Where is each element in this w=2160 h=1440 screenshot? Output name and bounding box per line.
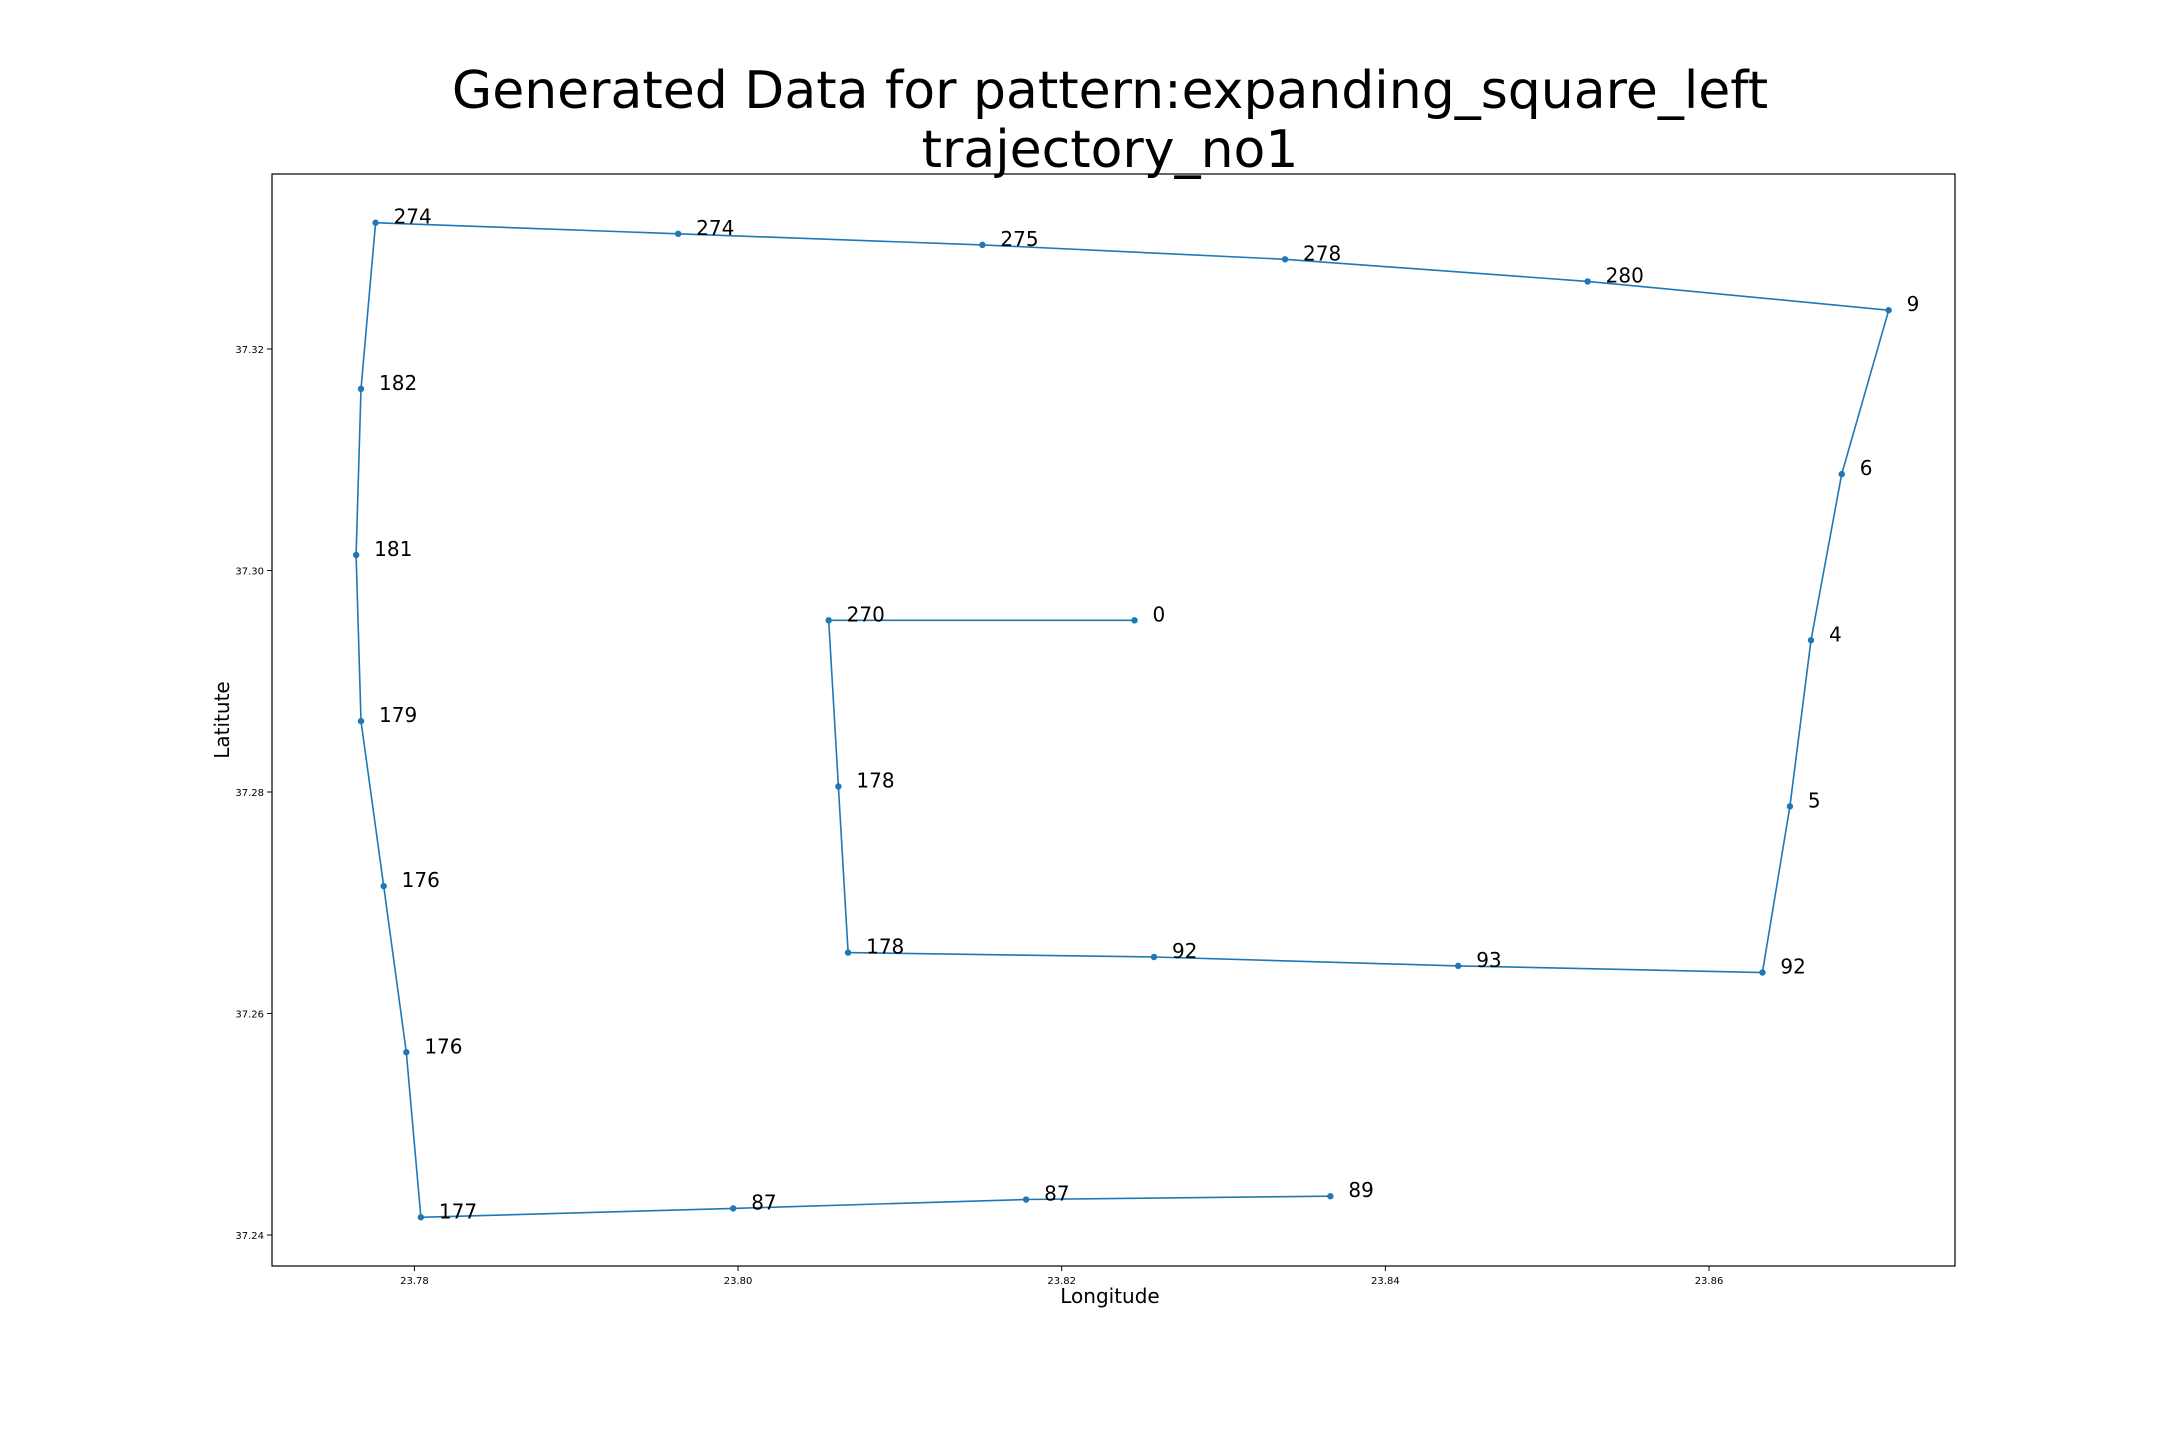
- trajectory-point-label: 87: [751, 1190, 776, 1214]
- trajectory-point-label: 274: [696, 216, 734, 240]
- trajectory-point-label: 178: [866, 935, 904, 959]
- y-axis-ticks: 37.24 37.26 37.28 37.30 37.32: [235, 345, 272, 1242]
- trajectory-point: [403, 1049, 410, 1056]
- trajectory-points: [352, 219, 1892, 1221]
- trajectory-point-label: 181: [374, 537, 412, 561]
- trajectory-point: [357, 385, 365, 393]
- trajectory-point: [825, 617, 832, 624]
- trajectory-point-label: 177: [439, 1199, 477, 1223]
- trajectory-point: [1786, 803, 1794, 810]
- trajectory-point: [1281, 256, 1289, 263]
- trajectory-point: [417, 1214, 425, 1221]
- trajectory-point: [1584, 278, 1591, 285]
- trajectory-point-label: 280: [1606, 263, 1644, 287]
- trajectory-point-label: 176: [424, 1034, 462, 1058]
- trajectory-point: [1838, 470, 1845, 478]
- trajectory-point-label: 179: [379, 703, 417, 727]
- trajectory-point-label: 6: [1860, 456, 1873, 480]
- trajectory-point-label: 9: [1907, 292, 1920, 316]
- trajectory-point: [674, 230, 682, 238]
- trajectory-point-label: 4: [1829, 622, 1842, 646]
- chart-title-line1: Generated Data for pattern:expanding_squ…: [452, 61, 1768, 121]
- trajectory-point-label: 274: [394, 205, 432, 229]
- trajectory-point-label: 0: [1153, 602, 1166, 626]
- trajectory-point-label: 93: [1476, 948, 1501, 972]
- x-axis-ticks: 23.78 23.80 23.82 23.84 23.86: [400, 1266, 1723, 1287]
- y-tick-label: 37.24: [235, 1231, 264, 1242]
- trajectory-point: [352, 551, 360, 559]
- y-tick-label: 37.32: [235, 345, 264, 356]
- x-tick-label: 23.84: [1371, 1276, 1400, 1287]
- x-tick-label: 23.78: [400, 1276, 429, 1287]
- trajectory-point: [835, 783, 842, 790]
- trajectory-point-label: 270: [847, 602, 885, 626]
- trajectory-point: [979, 241, 986, 249]
- trajectory-point: [1885, 307, 1892, 314]
- trajectory-point: [1131, 617, 1138, 624]
- trajectory-point-label: 92: [1780, 955, 1805, 979]
- trajectory-point: [357, 717, 365, 725]
- x-tick-label: 23.82: [1047, 1276, 1076, 1287]
- y-tick-label: 37.26: [235, 1009, 264, 1020]
- trajectory-point: [730, 1205, 737, 1212]
- plot-area-frame: [271, 173, 1956, 1267]
- x-tick-label: 23.80: [724, 1276, 753, 1287]
- x-axis-label: Longitude: [1060, 1284, 1159, 1308]
- chart-title-line2: trajectory_no1: [922, 120, 1299, 180]
- trajectory-point: [1759, 969, 1766, 976]
- trajectory-point: [1327, 1193, 1334, 1200]
- trajectory-point-label: 178: [856, 768, 894, 792]
- x-tick-label: 23.86: [1695, 1276, 1724, 1287]
- trajectory-point: [380, 882, 387, 890]
- trajectory-point-label: 176: [402, 868, 440, 892]
- trajectory-point-label: 182: [379, 371, 417, 395]
- trajectory-point-label: 92: [1172, 939, 1197, 963]
- y-axis-label: Latitute: [210, 681, 234, 758]
- trajectory-point-label: 89: [1348, 1178, 1373, 1202]
- trajectory-point: [1454, 962, 1462, 970]
- trajectory-point: [1807, 637, 1815, 644]
- trajectory-point: [372, 219, 379, 226]
- trajectory-point: [1150, 953, 1158, 961]
- trajectory-point-label: 275: [1000, 227, 1038, 251]
- trajectory-point: [844, 949, 852, 956]
- trajectory-point-label: 278: [1303, 241, 1341, 265]
- trajectory-point-label: 5: [1808, 788, 1821, 812]
- trajectory-point-labels: 0 270 178 178 92 93 92 5 4 6 9 280 278 275 274 274 182 18…: [374, 205, 1919, 1224]
- y-tick-label: 37.30: [235, 566, 264, 577]
- trajectory-point: [1022, 1196, 1030, 1203]
- trajectory-point-label: 87: [1044, 1182, 1069, 1206]
- y-tick-label: 37.28: [235, 788, 264, 799]
